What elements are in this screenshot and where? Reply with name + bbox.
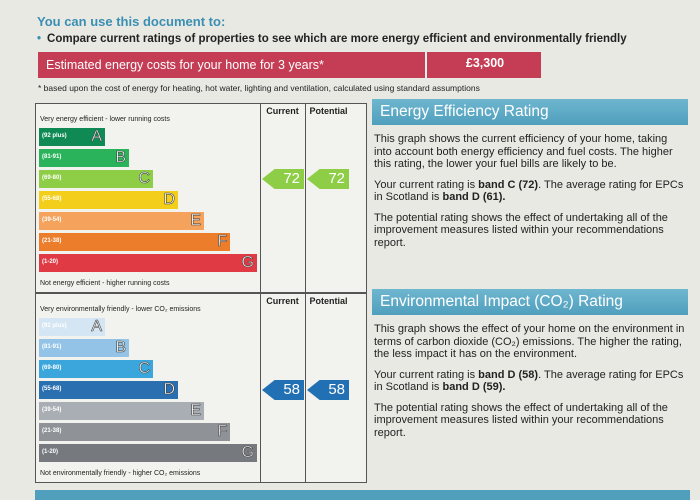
current-arrow: 72 [262, 169, 304, 189]
text-segment: . The average rating for EPCs in Scotlan… [374, 368, 684, 394]
band-letter: B [115, 339, 126, 357]
band: (92 plus) A [39, 318, 105, 336]
paragraph: The potential rating shows the effect of… [374, 402, 686, 440]
band-letter: D [163, 191, 175, 209]
band-range: (81-91) [42, 154, 62, 160]
bottom-label: Not environmentally friendly - higher CO… [40, 470, 201, 477]
current-arrow: 58 [262, 380, 304, 400]
band-range: (55-68) [42, 386, 62, 392]
band-letter: F [217, 233, 227, 251]
paragraph: This graph shows the effect of your home… [374, 323, 686, 361]
band-range: (92 plus) [42, 323, 67, 329]
band-range: (69-80) [42, 175, 62, 181]
info-panel: Energy Efficiency Rating This graph shows… [372, 99, 688, 249]
cost-value: £3,300 [425, 52, 543, 78]
paragraph: Your current rating is band C (72). The … [374, 179, 686, 204]
text-segment: Your current rating is [374, 368, 479, 381]
band: (39-54) E [39, 402, 204, 420]
band: (92 plus) A [39, 128, 105, 146]
footer-bar [35, 490, 690, 500]
band-letter: A [91, 318, 102, 336]
band-letter: D [163, 381, 175, 399]
text-segment: Your current rating is [374, 178, 479, 191]
cost-bar: Estimated energy costs for your home for… [38, 52, 541, 78]
band-letter: C [138, 170, 150, 188]
band: (81-91) B [39, 339, 129, 357]
band: (81-91) B [39, 149, 129, 167]
text-segment: This graph shows the current efficiency … [374, 133, 673, 170]
top-label: Very energy efficient - lower running co… [40, 116, 170, 123]
band: (21-38) F [39, 233, 230, 251]
current-header: Current [266, 106, 299, 116]
potential-header: Potential [309, 106, 348, 116]
text-segment: band C (72) [478, 178, 539, 191]
text-segment: . The average rating for EPCs in Scotlan… [374, 178, 684, 204]
band-letter: F [217, 423, 227, 441]
bottom-label: Not energy efficient - higher running co… [40, 280, 170, 287]
band: (69-80) C [39, 360, 153, 378]
band-letter: A [91, 128, 102, 146]
text-segment: band D (61). [442, 191, 506, 203]
cost-label: Estimated energy costs for your home for… [46, 58, 324, 72]
column-line [305, 104, 306, 292]
panel-title: Energy Efficiency Rating [372, 99, 688, 125]
band-range: (55-68) [42, 196, 62, 202]
band: (1-20) G [39, 444, 257, 462]
top-label: Very environmentally friendly - lower CO… [40, 306, 201, 313]
intro: You can use this document to: [37, 14, 226, 29]
footnote: * based upon the cost of energy for heat… [38, 83, 480, 93]
column-line [260, 294, 261, 482]
text-segment: This graph shows the effect of your home… [374, 323, 685, 360]
band-range: (21-38) [42, 428, 62, 434]
band-range: (69-80) [42, 365, 62, 371]
band-range: (92 plus) [42, 133, 67, 139]
band: (55-68) D [39, 191, 178, 209]
band: (21-38) F [39, 423, 230, 441]
band-range: (1-20) [42, 449, 59, 455]
band: (1-20) G [39, 254, 257, 272]
band-letter: B [115, 149, 126, 167]
band-letter: C [138, 360, 150, 378]
potential-arrow: 58 [307, 380, 349, 400]
current-header: Current [266, 296, 299, 306]
band-range: (21-38) [42, 238, 62, 244]
band-letter: G [241, 254, 254, 272]
potential-arrow: 72 [307, 169, 349, 189]
band-range: (39-54) [42, 407, 62, 413]
band-range: (1-20) [42, 259, 59, 265]
column-line [305, 294, 306, 482]
text-segment: The potential rating shows the effect of… [374, 211, 668, 249]
paragraph: This graph shows the current efficiency … [374, 133, 686, 171]
band: (69-80) C [39, 170, 153, 188]
panel-title: Environmental Impact (CO₂) Rating [372, 289, 688, 315]
band-range: (39-54) [42, 217, 62, 223]
text-segment: The potential rating shows the effect of… [374, 401, 668, 439]
band: (55-68) D [39, 381, 178, 399]
band-range: (81-91) [42, 344, 62, 350]
text-segment: band D (58) [478, 368, 539, 381]
text-segment: band D (59). [442, 381, 506, 393]
band-letter: G [241, 444, 254, 462]
band-letter: E [190, 402, 201, 420]
band: (39-54) E [39, 212, 204, 230]
paragraph: Your current rating is band D (58). The … [374, 369, 686, 394]
potential-header: Potential [309, 296, 348, 306]
bullet: Compare current ratings of properties to… [37, 33, 627, 45]
band-letter: E [190, 212, 201, 230]
rating-chart: Current Potential Very environmentally fri… [35, 293, 367, 483]
rating-chart: Current Potential Very energy efficient - … [35, 103, 367, 293]
column-line [260, 104, 261, 292]
paragraph: The potential rating shows the effect of… [374, 212, 686, 250]
info-panel: Environmental Impact (CO₂) Rating This gr… [372, 289, 688, 439]
